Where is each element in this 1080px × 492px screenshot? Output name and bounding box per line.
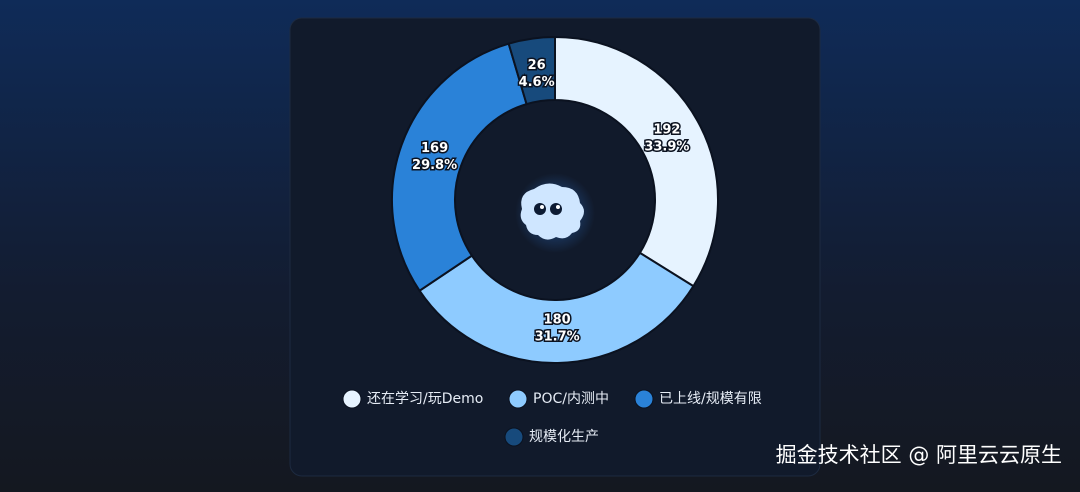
legend-label: 还在学习/玩Demo: [367, 391, 483, 407]
percent-label: 4.6%: [519, 75, 555, 90]
legend-swatch: [504, 427, 524, 447]
percent-label: 29.8%: [412, 158, 457, 173]
value-label: 26: [528, 58, 546, 73]
legend-swatch: [508, 389, 528, 409]
value-label: 169: [421, 141, 448, 156]
legend-label: 已上线/规模有限: [659, 391, 762, 407]
percent-label: 33.9%: [644, 139, 689, 154]
slice: [507, 35, 556, 106]
slice: [391, 42, 528, 293]
slice: [418, 251, 695, 364]
watermark: 掘金技术社区 @ 阿里云云原生: [776, 443, 1062, 467]
mascot: [515, 173, 595, 253]
legend-label: POC/内测中: [533, 391, 609, 407]
legend-swatch: [634, 389, 654, 409]
value-label: 180: [544, 312, 571, 327]
legend-swatch: [342, 389, 362, 409]
value-label: 192: [653, 122, 680, 137]
percent-label: 31.7%: [535, 329, 580, 344]
legend-label: 规模化生产: [529, 429, 599, 445]
slice: [554, 35, 719, 288]
